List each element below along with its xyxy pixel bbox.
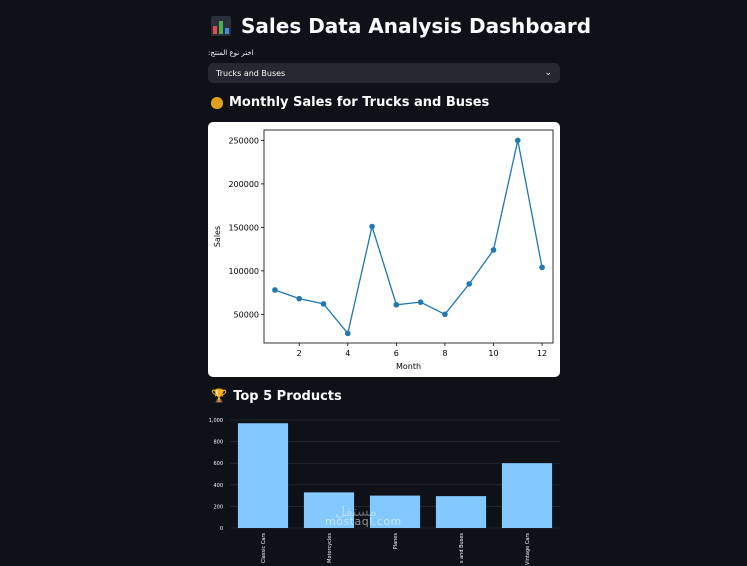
- y-tick-label: 400: [213, 483, 223, 489]
- x-tick-label: 4: [345, 349, 350, 358]
- x-tick-label: s and Buses: [459, 533, 465, 563]
- sales-point: [272, 287, 278, 293]
- x-tick-label: 2: [297, 349, 302, 358]
- x-tick-label: Vintage Cars: [525, 533, 531, 565]
- y-tick-label: 0: [220, 526, 223, 532]
- sales-point: [321, 301, 327, 307]
- sales-point: [345, 331, 351, 337]
- sales-point: [418, 299, 424, 305]
- y-tick-label: 200: [213, 504, 223, 510]
- page-title: Sales Data Analysis Dashboard: [211, 14, 591, 38]
- page-title-text: Sales Data Analysis Dashboard: [241, 14, 591, 38]
- sales-point: [296, 296, 302, 302]
- x-tick-label: Planes: [393, 533, 399, 550]
- sales-line: [275, 140, 542, 333]
- y-tick-label: 200000: [228, 180, 259, 189]
- x-tick-label: 6: [394, 349, 399, 358]
- x-tick-label: 10: [488, 349, 498, 358]
- bar-chart-icon: [211, 16, 231, 36]
- y-axis-label: Sales: [213, 226, 222, 247]
- product-select-label: اختر نوع المنتج:: [208, 49, 254, 57]
- x-tick-label: Motorcycles: [327, 533, 333, 563]
- monthly-sales-line-chart: 2 4 6 8 10 12 50000 100000 150000 200000 250000 Mon…: [208, 122, 560, 377]
- product-bar: [238, 423, 288, 528]
- x-axis-label: Month: [396, 362, 421, 371]
- x-tick-label: 8: [442, 349, 447, 358]
- sales-point: [442, 312, 448, 318]
- bar-chart-heading-text: Top 5 Products: [233, 389, 342, 404]
- trophy-icon: 🏆: [211, 389, 227, 404]
- y-tick-label: 250000: [228, 136, 259, 145]
- y-tick-label: 50000: [234, 310, 259, 319]
- x-tick-label: 12: [537, 349, 547, 358]
- line-chart-heading-text: Monthly Sales for Trucks and Buses: [229, 95, 489, 110]
- bar-chart-heading: 🏆 Top 5 Products: [211, 389, 342, 404]
- y-tick-label: 1,000: [209, 418, 223, 424]
- sales-point: [491, 247, 497, 253]
- product-select-value: Trucks and Buses: [216, 69, 285, 78]
- y-tick-label: 800: [213, 440, 223, 446]
- chevron-down-icon: ⌄: [544, 68, 552, 78]
- sales-point: [369, 224, 375, 230]
- bar-chart-area: 0 200 400 600 800 1,000 Classic Cars Motorcycle…: [208, 412, 560, 566]
- x-tick-label: Classic Cars: [261, 533, 267, 563]
- y-tick-label: 150000: [228, 223, 259, 232]
- money-bag-icon: [211, 97, 223, 109]
- product-bar: [436, 496, 486, 528]
- watermark-latin: mostaql.com: [325, 515, 402, 528]
- plot-frame: [264, 130, 553, 343]
- sales-point: [466, 281, 472, 287]
- sales-point: [515, 138, 521, 144]
- line-chart-card: 2 4 6 8 10 12 50000 100000 150000 200000 250000 Mon…: [208, 122, 560, 377]
- sales-point: [394, 302, 400, 308]
- y-tick-label: 600: [213, 461, 223, 467]
- line-chart-heading: Monthly Sales for Trucks and Buses: [211, 95, 489, 110]
- top-products-bar-chart: 0 200 400 600 800 1,000 Classic Cars Motorcycle…: [208, 412, 560, 566]
- sales-point: [539, 265, 545, 271]
- y-tick-label: 100000: [228, 267, 259, 276]
- product-bar: [502, 463, 552, 528]
- product-select[interactable]: Trucks and Buses ⌄: [208, 63, 560, 83]
